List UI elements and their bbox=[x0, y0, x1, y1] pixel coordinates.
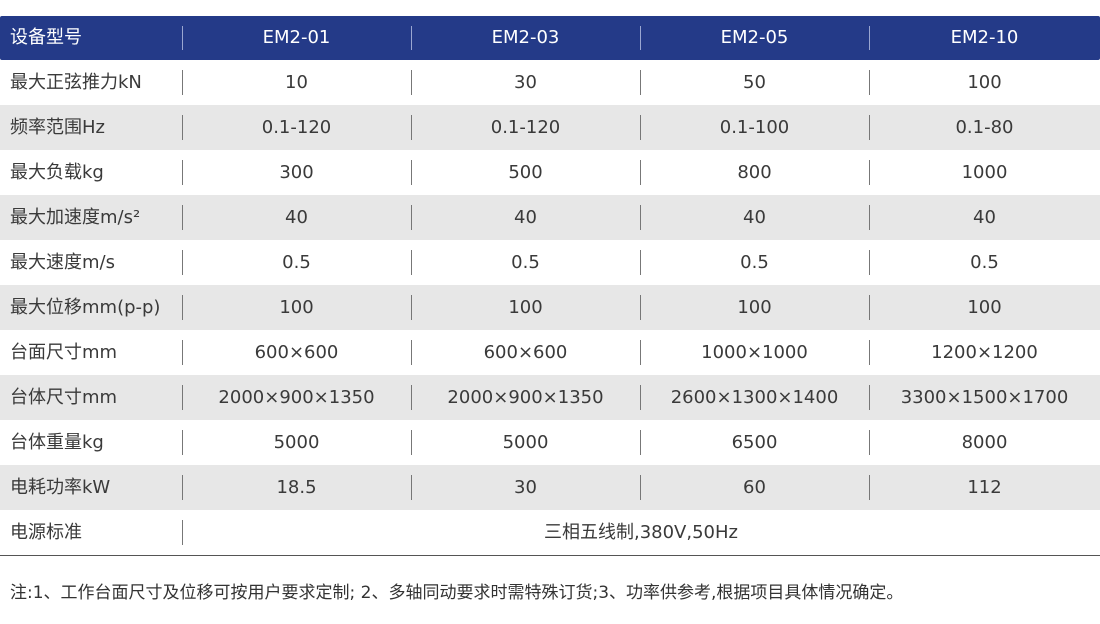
table-row: 最大正弦推力kN 10 30 50 100 bbox=[0, 60, 1100, 105]
table-cell: 100 bbox=[869, 60, 1100, 105]
row-label: 台体尺寸mm bbox=[10, 387, 118, 408]
table-cell: 50 bbox=[640, 60, 869, 105]
table-cell: 0.5 bbox=[182, 240, 411, 285]
table-cell: 0.1-120 bbox=[182, 105, 411, 150]
table-cell: 1000×1000 bbox=[640, 330, 869, 375]
row-label: 最大速度m/s bbox=[10, 252, 115, 273]
table-cell: 5000 bbox=[411, 420, 640, 465]
table-cell: 40 bbox=[869, 195, 1100, 240]
table-cell: 1000 bbox=[869, 150, 1100, 195]
power-standard-cell: 三相五线制,380V,50Hz bbox=[182, 510, 1100, 555]
table-cell: 10 bbox=[182, 60, 411, 105]
table-row: 最大位移mm(p-p) 100 100 100 100 bbox=[0, 285, 1100, 330]
table-cell: 100 bbox=[869, 285, 1100, 330]
table-row: 台体尺寸mm 2000×900×1350 2000×900×1350 2600×… bbox=[0, 375, 1100, 420]
table-row: 最大负载kg 300 500 800 1000 bbox=[0, 150, 1100, 195]
table-cell: 100 bbox=[182, 285, 411, 330]
table-cell: 30 bbox=[411, 465, 640, 510]
table-cell: 100 bbox=[640, 285, 869, 330]
table-cell: 600×600 bbox=[411, 330, 640, 375]
table-row: 台体重量kg 5000 5000 6500 8000 bbox=[0, 420, 1100, 465]
row-label: 台体重量kg bbox=[10, 432, 104, 453]
table-cell: 300 bbox=[182, 150, 411, 195]
table-cell: 112 bbox=[869, 465, 1100, 510]
footnote: 注:1、工作台面尺寸及位移可按用户要求定制; 2、多轴同动要求时需特殊订货;3、… bbox=[10, 583, 904, 603]
table-cell: 40 bbox=[640, 195, 869, 240]
table-row: 频率范围Hz 0.1-120 0.1-120 0.1-100 0.1-80 bbox=[0, 105, 1100, 150]
table-cell: 0.5 bbox=[640, 240, 869, 285]
table-cell: 60 bbox=[640, 465, 869, 510]
table-cell: 40 bbox=[182, 195, 411, 240]
header-cell-em2-01: EM2-01 bbox=[182, 16, 411, 60]
spec-table: 设备型号 EM2-01 EM2-03 EM2-05 EM2-10 最大正弦推力k… bbox=[0, 16, 1100, 556]
table-cell: 40 bbox=[411, 195, 640, 240]
table-bottom-divider bbox=[0, 555, 1100, 556]
row-label: 最大负载kg bbox=[10, 162, 104, 183]
table-row-power: 电源标准 三相五线制,380V,50Hz bbox=[0, 510, 1100, 555]
header-cell-em2-05: EM2-05 bbox=[640, 16, 869, 60]
row-label: 电源标准 bbox=[10, 522, 82, 543]
header-cell-em2-10: EM2-10 bbox=[869, 16, 1100, 60]
table-cell: 0.5 bbox=[869, 240, 1100, 285]
table-cell: 2600×1300×1400 bbox=[640, 375, 869, 420]
table-row: 台面尺寸mm 600×600 600×600 1000×1000 1200×12… bbox=[0, 330, 1100, 375]
table-cell: 18.5 bbox=[182, 465, 411, 510]
row-label: 最大位移mm(p-p) bbox=[10, 297, 161, 318]
table-cell: 1200×1200 bbox=[869, 330, 1100, 375]
table-cell: 30 bbox=[411, 60, 640, 105]
table-cell: 100 bbox=[411, 285, 640, 330]
table-cell: 2000×900×1350 bbox=[411, 375, 640, 420]
table-cell: 0.1-120 bbox=[411, 105, 640, 150]
table-cell: 500 bbox=[411, 150, 640, 195]
table-header: 设备型号 EM2-01 EM2-03 EM2-05 EM2-10 bbox=[0, 16, 1100, 60]
header-cell-em2-03: EM2-03 bbox=[411, 16, 640, 60]
table-cell: 5000 bbox=[182, 420, 411, 465]
table-cell: 0.1-100 bbox=[640, 105, 869, 150]
table-cell: 8000 bbox=[869, 420, 1100, 465]
table-row: 电耗功率kW 18.5 30 60 112 bbox=[0, 465, 1100, 510]
table-cell: 2000×900×1350 bbox=[182, 375, 411, 420]
table-cell: 3300×1500×1700 bbox=[869, 375, 1100, 420]
table-cell: 0.1-80 bbox=[869, 105, 1100, 150]
table-cell: 6500 bbox=[640, 420, 869, 465]
table-cell: 800 bbox=[640, 150, 869, 195]
table-cell: 600×600 bbox=[182, 330, 411, 375]
row-label: 最大加速度m/s² bbox=[10, 207, 141, 228]
row-label: 最大正弦推力kN bbox=[10, 72, 142, 93]
header-cell-model: 设备型号 bbox=[10, 27, 82, 48]
row-label: 电耗功率kW bbox=[10, 477, 111, 498]
row-label: 台面尺寸mm bbox=[10, 342, 118, 363]
row-label: 频率范围Hz bbox=[10, 117, 105, 138]
table-row: 最大速度m/s 0.5 0.5 0.5 0.5 bbox=[0, 240, 1100, 285]
table-row: 最大加速度m/s² 40 40 40 40 bbox=[0, 195, 1100, 240]
table-cell: 0.5 bbox=[411, 240, 640, 285]
